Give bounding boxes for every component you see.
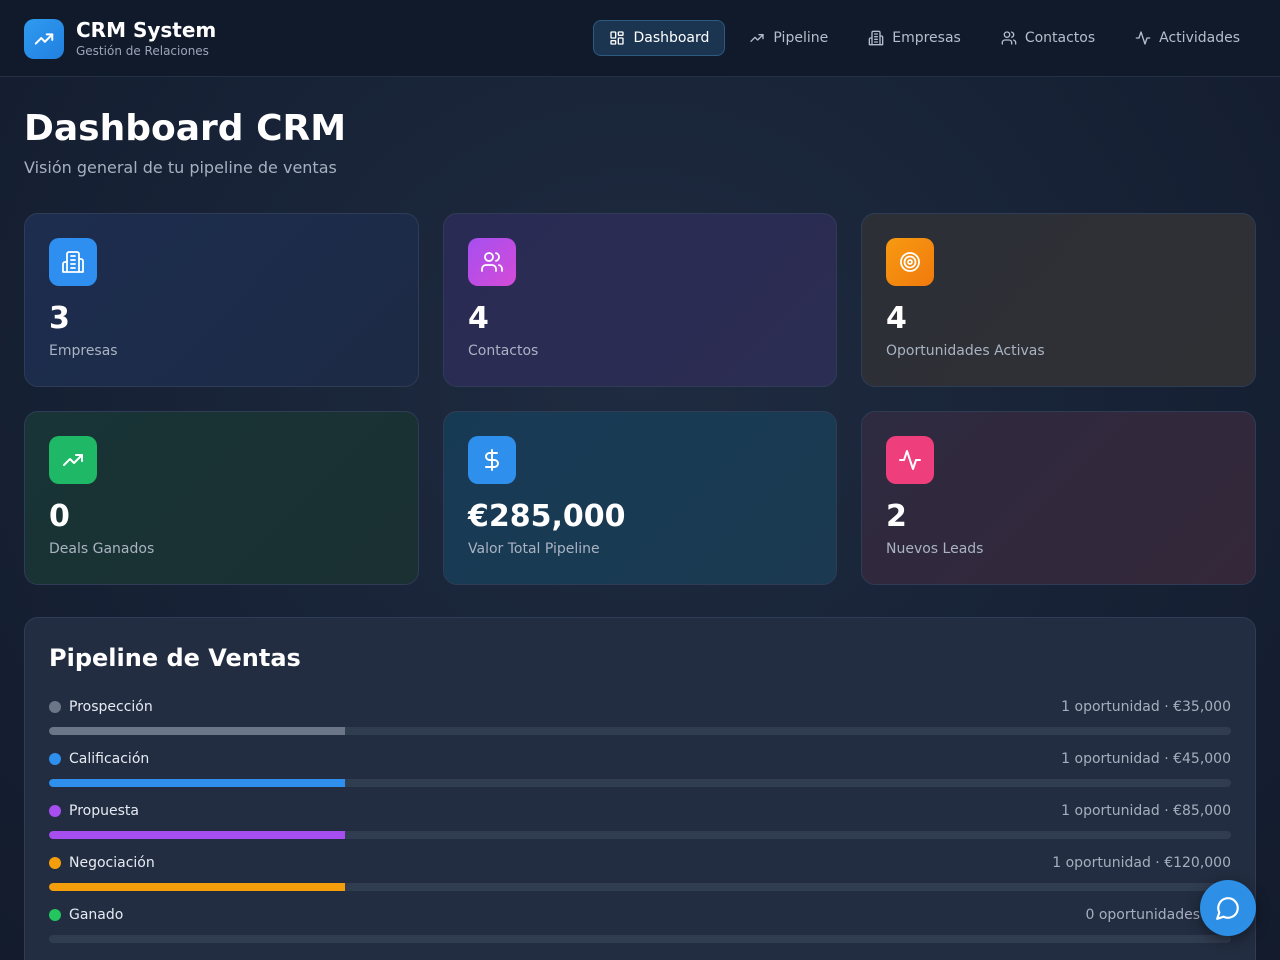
nav-contactos-label: Contactos	[1024, 30, 1096, 46]
nav-dashboard[interactable]: Dashboard	[593, 20, 726, 56]
chat-bubble-icon	[1216, 897, 1239, 920]
stage-progress-track	[49, 779, 1231, 787]
stage-info: 1 oportunidad · €85,000	[1061, 803, 1231, 819]
activity-icon	[1135, 31, 1151, 45]
stage-name: Negociación	[69, 855, 155, 871]
nav-dashboard-label: Dashboard	[633, 30, 710, 46]
stage-progress-fill	[49, 831, 345, 839]
stage-info: 0 oportunidades	[1085, 907, 1200, 923]
stat-label: Oportunidades Activas	[886, 343, 1045, 359]
page-title: Dashboard CRM	[24, 108, 347, 149]
nav-empresas[interactable]: Empresas	[852, 20, 977, 56]
stat-value: 0	[49, 499, 70, 534]
page-subtitle: Visión general de tu pipeline de ventas	[24, 158, 337, 177]
stage-dot	[49, 753, 61, 765]
stat-card-oportunidades[interactable]: 4 Oportunidades Activas	[861, 213, 1256, 387]
brand-subtitle: Gestión de Relaciones	[76, 44, 209, 58]
stat-value: €285,000	[468, 499, 626, 534]
stage-progress-fill	[49, 883, 345, 891]
stage-progress-track	[49, 883, 1231, 891]
pipeline-stage[interactable]: Calificación 1 oportunidad · €45,000	[49, 749, 1231, 801]
stage-info: 1 oportunidad · €120,000	[1052, 855, 1231, 871]
users-icon	[468, 238, 516, 286]
pipeline-stage-list: Prospección 1 oportunidad · €35,000 Cali…	[49, 697, 1231, 957]
trending-up-icon	[24, 18, 64, 59]
stat-value: 4	[468, 301, 489, 336]
stage-progress-fill	[49, 779, 345, 787]
stat-card-deals-ganados[interactable]: 0 Deals Ganados	[24, 411, 419, 585]
trending-up-icon	[49, 436, 97, 484]
stage-name: Ganado	[69, 907, 124, 923]
stat-label: Empresas	[49, 343, 118, 359]
stage-name: Calificación	[69, 751, 150, 767]
pipeline-title: Pipeline de Ventas	[49, 644, 301, 672]
stat-value: 2	[886, 499, 907, 534]
stat-card-nuevos-leads[interactable]: 2 Nuevos Leads	[861, 411, 1256, 585]
pipeline-stage[interactable]: Ganado 0 oportunidades	[49, 905, 1231, 957]
nav-pipeline[interactable]: Pipeline	[733, 20, 844, 56]
dashboard-grid-icon	[610, 31, 625, 45]
stat-label: Nuevos Leads	[886, 541, 984, 557]
stage-dot	[49, 857, 61, 869]
brand-title: CRM System	[76, 18, 217, 42]
stat-label: Valor Total Pipeline	[468, 541, 600, 557]
pipeline-stage[interactable]: Propuesta 1 oportunidad · €85,000	[49, 801, 1231, 853]
brand[interactable]: CRM System Gestión de Relaciones	[24, 18, 216, 59]
nav-contactos[interactable]: Contactos	[985, 20, 1111, 56]
activity-icon	[886, 436, 934, 484]
main-nav: Dashboard Pipeline Empresas Contactos Ac…	[593, 20, 1256, 56]
stage-info: 1 oportunidad · €45,000	[1061, 751, 1231, 767]
stage-progress-track	[49, 831, 1231, 839]
nav-empresas-label: Empresas	[892, 30, 961, 46]
stat-value: 4	[886, 301, 907, 336]
stat-label: Contactos	[468, 343, 539, 359]
stage-name: Propuesta	[69, 803, 139, 819]
stage-dot	[49, 805, 61, 817]
chat-button[interactable]	[1200, 880, 1256, 936]
stat-card-empresas[interactable]: 3 Empresas	[24, 213, 419, 387]
stat-value: 3	[49, 301, 70, 336]
building-icon	[49, 238, 97, 286]
stat-card-contactos[interactable]: 4 Contactos	[443, 213, 837, 387]
pipeline-stage[interactable]: Prospección 1 oportunidad · €35,000	[49, 697, 1231, 749]
stage-dot	[49, 701, 61, 713]
stage-info: 1 oportunidad · €35,000	[1061, 699, 1231, 715]
stage-progress-fill	[49, 727, 345, 735]
stage-progress-track	[49, 935, 1231, 943]
pipeline-stage[interactable]: Negociación 1 oportunidad · €120,000	[49, 853, 1231, 905]
target-icon	[886, 238, 934, 286]
building-icon	[868, 30, 884, 46]
pipeline-panel: Pipeline de Ventas Prospección 1 oportun…	[24, 617, 1256, 960]
stat-label: Deals Ganados	[49, 541, 155, 557]
stage-dot	[49, 909, 61, 921]
top-header: CRM System Gestión de Relaciones Dashboa…	[0, 0, 1280, 77]
nav-actividades[interactable]: Actividades	[1119, 20, 1256, 56]
stat-card-valor-pipeline[interactable]: €285,000 Valor Total Pipeline	[443, 411, 837, 585]
stage-progress-track	[49, 727, 1231, 735]
stage-name: Prospección	[69, 699, 153, 715]
trending-up-icon	[750, 34, 765, 42]
dollar-icon	[468, 436, 516, 484]
users-icon	[1001, 31, 1017, 45]
nav-actividades-label: Actividades	[1159, 30, 1240, 46]
nav-pipeline-label: Pipeline	[773, 30, 829, 46]
